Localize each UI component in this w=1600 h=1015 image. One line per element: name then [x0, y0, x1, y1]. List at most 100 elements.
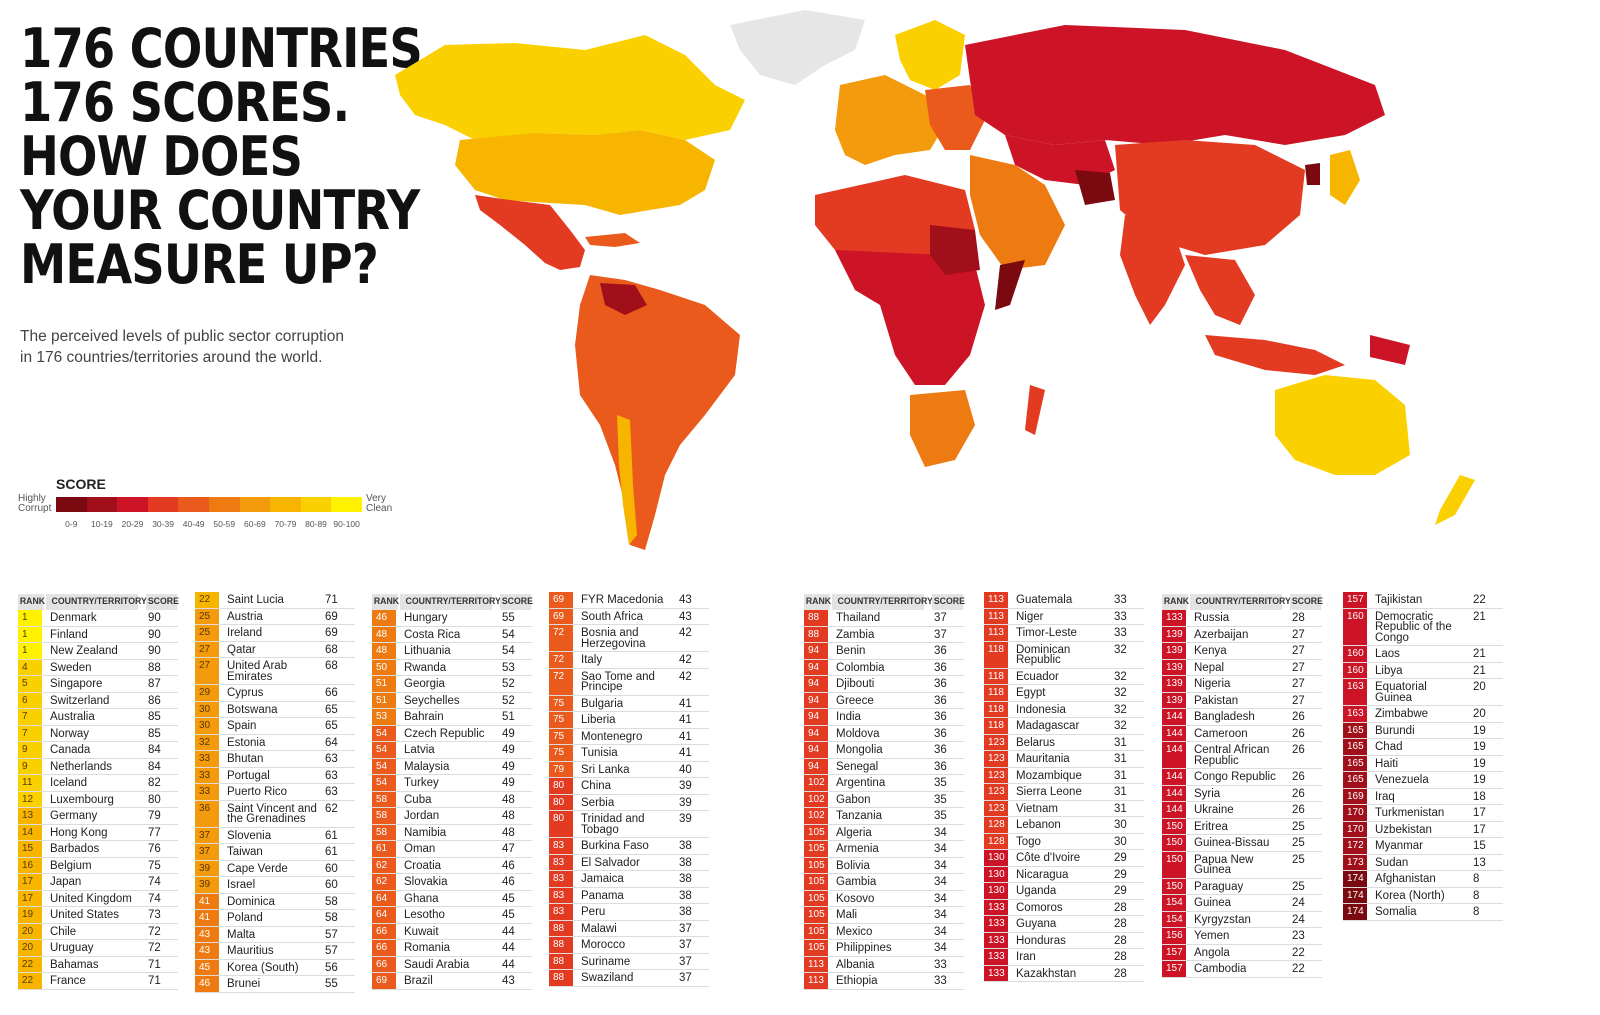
table-header: RANK COUNTRY/TERRITORY SCORE	[18, 593, 179, 610]
rank-cell: 144	[1162, 785, 1186, 801]
region-australia	[1275, 375, 1410, 475]
table-row: 88 Morocco 37	[549, 937, 709, 954]
score-cell: 43	[502, 975, 515, 987]
rank-cell: 7	[18, 725, 42, 741]
score-cell: 28	[1292, 612, 1305, 624]
table-row: 80 Serbia 39	[549, 794, 709, 811]
score-cell: 19	[1473, 774, 1486, 786]
table-row: 54 Czech Republic 49	[372, 725, 532, 742]
country-cell: Argentina	[836, 777, 886, 789]
country-cell: Mozambique	[1016, 769, 1082, 782]
country-cell: Côte d'Ivoire	[1016, 852, 1081, 864]
rank-cell: 133	[984, 965, 1008, 981]
legend-color-scale	[56, 497, 362, 512]
table-row: 94 Colombia 36	[804, 659, 964, 676]
table-row: 30 Botswana 65	[195, 701, 355, 718]
country-cell: Kosovo	[836, 892, 875, 905]
table-row: 12 Luxembourg 80	[18, 791, 178, 808]
region-sudan	[930, 225, 980, 275]
legend-tick-label: 10-19	[91, 519, 113, 529]
table-row: 80 Trinidad and Tobago 39	[549, 811, 709, 838]
rank-cell: 15	[18, 841, 42, 857]
score-cell: 29	[1114, 852, 1127, 864]
score-cell: 65	[325, 703, 338, 716]
table-row: 139 Nigeria 27	[1162, 676, 1322, 693]
country-cell: Dominican Republic	[1016, 643, 1071, 666]
rank-cell: 43	[195, 943, 219, 959]
score-cell: 90	[148, 612, 161, 624]
score-cell: 48	[502, 810, 515, 822]
country-cell: Nicaragua	[1016, 868, 1069, 881]
rank-cell: 6	[18, 692, 42, 708]
table-row: 113 Timor-Leste 33	[984, 625, 1144, 642]
score-cell: 32	[1114, 670, 1127, 683]
score-cell: 43	[679, 594, 692, 606]
table-row: 33 Bhutan 63	[195, 751, 355, 768]
table-row: 123 Belarus 31	[984, 734, 1144, 751]
table-row: 118 Dominican Republic 32	[984, 641, 1144, 669]
country-cell: Benin	[836, 645, 866, 657]
country-cell: Yemen	[1194, 930, 1230, 942]
score-cell: 34	[934, 925, 947, 938]
score-cell: 44	[502, 942, 515, 954]
country-cell: Laos	[1375, 648, 1400, 660]
rank-cell: 83	[549, 871, 573, 887]
rank-cell: 133	[984, 916, 1008, 932]
rank-cell: 170	[1343, 805, 1367, 821]
score-cell: 41	[679, 697, 692, 710]
score-cell: 33	[934, 958, 947, 971]
score-cell: 41	[679, 747, 692, 759]
rank-cell: 7	[18, 709, 42, 725]
table-row: 163 Zimbabwe 20	[1343, 706, 1503, 723]
score-cell: 61	[325, 829, 338, 842]
rank-cell: 61	[372, 841, 396, 857]
table-row: 160 Libya 21	[1343, 662, 1503, 679]
score-cell: 19	[1473, 741, 1486, 753]
rank-cell: 154	[1162, 911, 1186, 927]
score-cell: 34	[934, 876, 947, 888]
rank-cell: 17	[18, 890, 42, 906]
country-cell: Tanzania	[836, 810, 883, 822]
rank-cell: 83	[549, 887, 573, 903]
table-row: 39 Cape Verde 60	[195, 860, 355, 877]
table-row: 20 Chile 72	[18, 923, 178, 940]
ranking-column: 113 Guatemala 33 113 Niger 33 113 Timor-Leste 33…	[984, 592, 1144, 982]
rank-cell: 39	[195, 877, 219, 893]
rank-cell: 30	[195, 701, 219, 717]
score-cell: 34	[934, 942, 947, 954]
score-cell: 27	[1292, 628, 1305, 641]
rank-cell: 165	[1343, 772, 1367, 788]
country-cell: Estonia	[227, 736, 266, 749]
rank-cell: 48	[372, 626, 396, 642]
country-cell: Zimbabwe	[1375, 708, 1429, 720]
country-cell: Moldova	[836, 727, 880, 740]
score-cell: 34	[934, 843, 947, 855]
country-cell: Bangladesh	[1194, 711, 1255, 723]
country-cell: Kuwait	[404, 925, 439, 938]
rank-cell: 75	[549, 745, 573, 761]
rank-cell: 88	[549, 937, 573, 953]
score-cell: 26	[1292, 711, 1305, 723]
table-row: 17 United Kingdom 74	[18, 890, 178, 907]
rank-cell: 94	[804, 725, 828, 741]
table-row: 83 Burkina Faso 38	[549, 838, 709, 855]
country-cell: El Salvador	[581, 856, 640, 869]
region-japan	[1330, 150, 1360, 205]
country-cell: Cambodia	[1194, 963, 1247, 975]
country-cell: Kazakhstan	[1016, 967, 1077, 980]
score-cell: 56	[325, 961, 338, 974]
table-row: 133 Comoros 28	[984, 899, 1144, 916]
rank-cell: 174	[1343, 904, 1367, 920]
country-cell: Nepal	[1194, 661, 1225, 674]
score-cell: 72	[148, 942, 161, 954]
table-row: 133 Russia 28	[1162, 610, 1322, 627]
score-cell: 18	[1473, 790, 1486, 803]
score-cell: 55	[325, 978, 338, 990]
rank-cell: 48	[372, 643, 396, 659]
rank-cell: 64	[372, 890, 396, 906]
score-cell: 44	[502, 958, 515, 971]
region-africa-south	[910, 390, 975, 467]
score-cell: 76	[148, 843, 161, 855]
score-cell: 63	[325, 786, 338, 798]
country-cell: Greece	[836, 694, 874, 707]
